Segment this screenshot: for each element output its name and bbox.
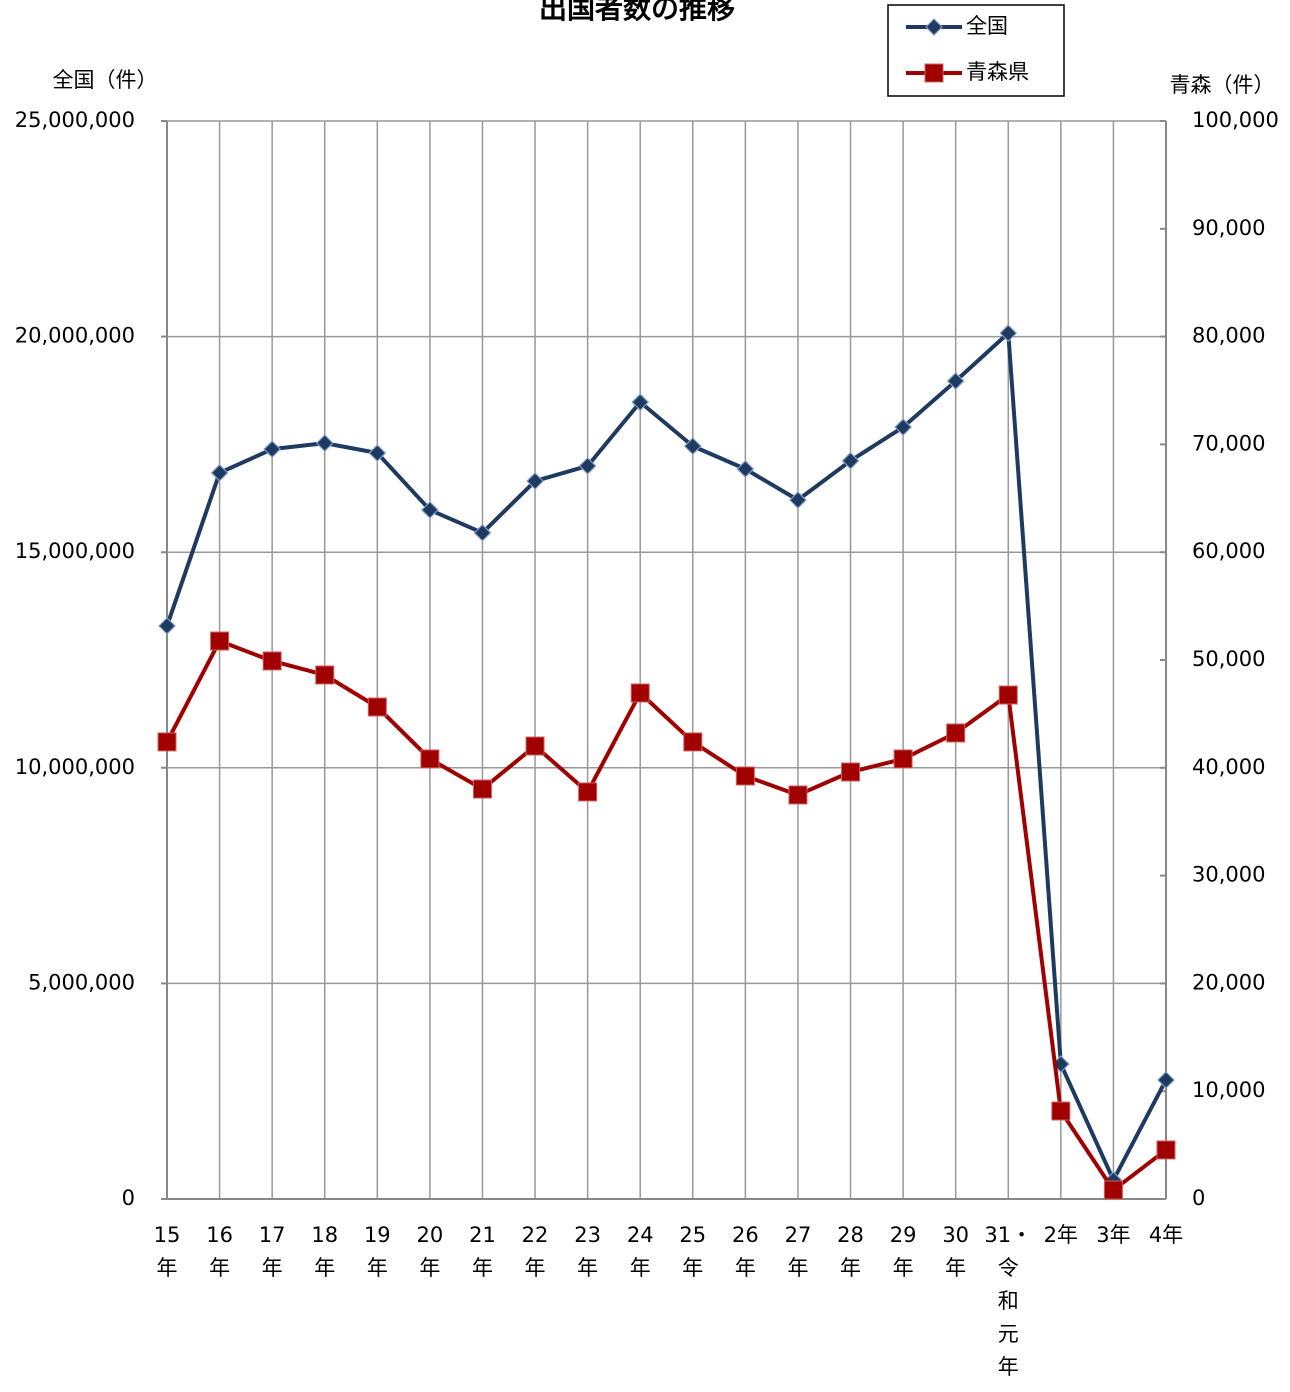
legend-label: 全国 (966, 14, 1008, 38)
y2-tick-label: 30,000 (1192, 863, 1265, 887)
data-point (631, 393, 650, 411)
data-point (315, 665, 335, 685)
data-point (946, 723, 966, 743)
data-point (158, 617, 176, 635)
data-point (683, 732, 703, 752)
x-tick-label: 27 年 (785, 1223, 812, 1280)
data-point (472, 779, 492, 799)
y2-tick-label: 10,000 (1192, 1078, 1265, 1102)
x-tick-label: 2年 (1044, 1223, 1078, 1247)
data-point (998, 685, 1018, 705)
data-point (1156, 1140, 1176, 1160)
data-point (630, 683, 650, 703)
data-point (263, 440, 282, 458)
data-point (473, 523, 492, 542)
data-point (420, 749, 440, 769)
data-point (368, 444, 387, 462)
y-tick-label: 20,000,000 (15, 324, 135, 348)
x-tick-label: 16 年 (206, 1223, 233, 1280)
y2-tick-label: 20,000 (1192, 970, 1265, 994)
data-point (683, 437, 702, 455)
data-point (315, 434, 334, 452)
x-tick-label: 29 年 (890, 1223, 917, 1280)
x-tick-label: 3年 (1096, 1223, 1130, 1247)
data-point (789, 491, 807, 509)
chart-title: 出国者数の推移 (539, 0, 735, 25)
data-point (841, 451, 860, 470)
legend-marker (924, 63, 944, 83)
data-point (1051, 1101, 1071, 1121)
data-point (946, 372, 965, 390)
y2-tick-label: 40,000 (1192, 755, 1265, 779)
data-point (736, 460, 755, 478)
y-axis-title: 全国（件） (53, 68, 158, 92)
data-point (525, 736, 545, 756)
x-tick-label: 31・令和元年 (984, 1223, 1032, 1379)
y-tick-label: 0 (122, 1186, 135, 1210)
y2-tick-label: 90,000 (1192, 216, 1265, 240)
x-tick-label: 19 年 (364, 1223, 391, 1280)
x-tick-label: 25 年 (679, 1223, 706, 1280)
y2-tick-label: 0 (1192, 1186, 1205, 1210)
data-point (157, 732, 177, 752)
x-tick-label: 23 年 (574, 1223, 601, 1280)
data-point (1103, 1180, 1123, 1200)
y2-axis-title: 青森（件） (1170, 73, 1275, 97)
data-point (1157, 1071, 1175, 1089)
series-line (165, 331, 1168, 1183)
y-tick-label: 25,000,000 (15, 108, 135, 132)
y2-tick-label: 50,000 (1192, 647, 1265, 671)
x-tick-label: 26 年 (732, 1223, 759, 1280)
data-point (999, 324, 1018, 342)
x-tick-label: 18 年 (311, 1223, 338, 1280)
data-point (262, 651, 282, 671)
legend-box (887, 4, 1065, 97)
data-point (526, 472, 544, 490)
data-point (210, 464, 229, 482)
x-tick-label: 21 年 (469, 1223, 496, 1280)
series-line (165, 639, 1168, 1193)
data-point (421, 501, 439, 519)
data-point (841, 762, 861, 782)
data-point (788, 785, 808, 805)
data-point (893, 749, 913, 769)
x-tick-label: 30 年 (942, 1223, 969, 1280)
y-tick-label: 5,000,000 (28, 970, 135, 994)
y2-tick-label: 100,000 (1192, 108, 1279, 132)
data-point (735, 766, 755, 786)
x-tick-label: 17 年 (259, 1223, 286, 1280)
legend-label: 青森県 (966, 60, 1029, 84)
x-tick-label: 15 年 (154, 1223, 181, 1280)
x-tick-label: 24 年 (627, 1223, 654, 1280)
x-tick-label: 28 年 (837, 1223, 864, 1280)
y-tick-label: 15,000,000 (15, 539, 135, 563)
data-point (210, 631, 230, 651)
x-tick-label: 22 年 (522, 1223, 549, 1280)
x-tick-label: 20 年 (417, 1223, 444, 1280)
y-tick-label: 10,000,000 (15, 755, 135, 779)
legend-marker (925, 18, 943, 36)
y2-tick-label: 60,000 (1192, 539, 1265, 563)
x-tick-label: 4年 (1149, 1223, 1183, 1247)
grid (166, 120, 1167, 1200)
data-point (894, 418, 912, 437)
y2-tick-label: 80,000 (1192, 324, 1265, 348)
data-point (578, 457, 597, 475)
y2-tick-label: 70,000 (1192, 431, 1265, 455)
data-point (367, 697, 387, 717)
data-point (578, 782, 598, 802)
